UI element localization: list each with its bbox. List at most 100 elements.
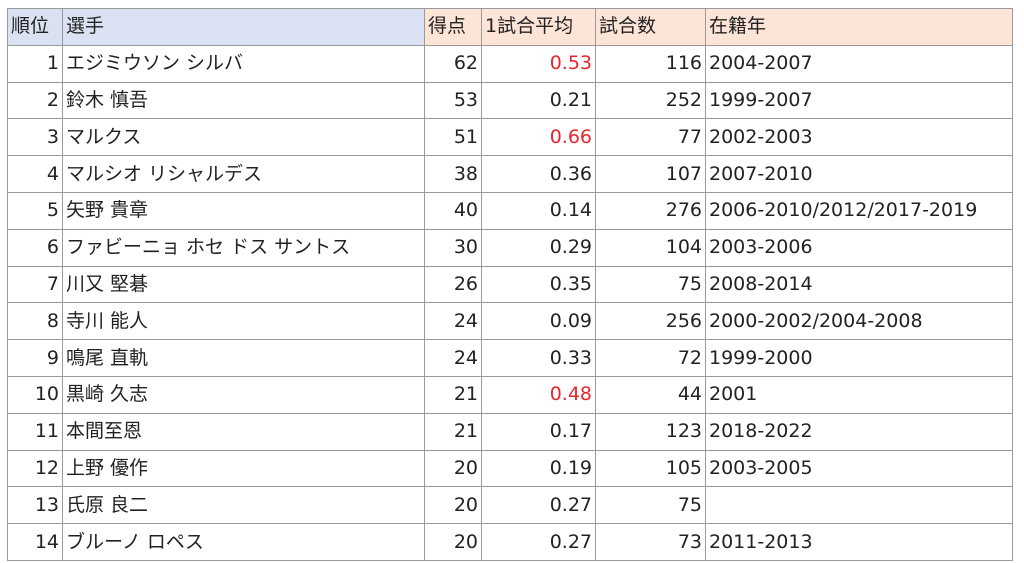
goals-cell[interactable]: 51 (424, 118, 482, 157)
table-row: 11 本間至恩 21 0.17 123 2018-2022 (7, 412, 1013, 451)
years-cell[interactable]: 2006-2010/2012/2017-2019 (705, 191, 1013, 230)
goals-cell[interactable]: 21 (424, 375, 482, 414)
avg-cell[interactable]: 0.14 (481, 191, 596, 230)
avg-cell[interactable]: 0.27 (481, 523, 596, 561)
rank-cell[interactable]: 5 (7, 191, 63, 230)
rank-cell[interactable]: 11 (7, 412, 63, 451)
player-cell[interactable]: 上野 優作 (62, 449, 425, 488)
player-cell[interactable]: 氏原 良二 (62, 486, 425, 525)
header-years[interactable]: 在籍年 (705, 8, 1013, 46)
games-cell[interactable]: 256 (595, 302, 706, 341)
goals-cell[interactable]: 24 (424, 302, 482, 341)
years-cell[interactable]: 2004-2007 (705, 44, 1013, 83)
years-cell[interactable]: 2003-2005 (705, 449, 1013, 488)
avg-cell[interactable]: 0.19 (481, 449, 596, 488)
years-cell[interactable]: 2011-2013 (705, 523, 1013, 561)
goals-cell[interactable]: 62 (424, 44, 482, 83)
table-row: 2 鈴木 慎吾 53 0.21 252 1999-2007 (7, 81, 1013, 120)
games-cell[interactable]: 44 (595, 375, 706, 414)
years-cell[interactable]: 2003-2006 (705, 228, 1013, 267)
player-cell[interactable]: 鈴木 慎吾 (62, 81, 425, 120)
goals-cell[interactable]: 21 (424, 412, 482, 451)
player-cell[interactable]: 黒崎 久志 (62, 375, 425, 414)
games-cell[interactable]: 116 (595, 44, 706, 83)
player-cell[interactable]: 矢野 貴章 (62, 191, 425, 230)
years-cell[interactable]: 1999-2000 (705, 339, 1013, 377)
games-cell[interactable]: 276 (595, 191, 706, 230)
player-cell[interactable]: 川又 堅碁 (62, 265, 425, 304)
rank-cell[interactable]: 1 (7, 44, 63, 83)
header-player[interactable]: 選手 (62, 8, 425, 46)
table-row: 1 エジミウソン シルバ 62 0.53 116 2004-2007 (7, 44, 1013, 83)
avg-cell[interactable]: 0.27 (481, 486, 596, 525)
goals-cell[interactable]: 20 (424, 523, 482, 561)
avg-cell[interactable]: 0.36 (481, 155, 596, 193)
table-row: 7 川又 堅碁 26 0.35 75 2008-2014 (7, 265, 1013, 304)
years-cell[interactable]: 2000-2002/2004-2008 (705, 302, 1013, 341)
goals-cell[interactable]: 26 (424, 265, 482, 304)
table-row: 8 寺川 能人 24 0.09 256 2000-2002/2004-2008 (7, 302, 1013, 341)
header-rank[interactable]: 順位 (7, 8, 63, 46)
years-cell[interactable]: 2018-2022 (705, 412, 1013, 451)
player-cell[interactable]: マルクス (62, 118, 425, 157)
rank-cell[interactable]: 14 (7, 523, 63, 561)
rank-cell[interactable]: 2 (7, 81, 63, 120)
goals-cell[interactable]: 24 (424, 339, 482, 377)
goals-cell[interactable]: 30 (424, 228, 482, 267)
goals-cell[interactable]: 53 (424, 81, 482, 120)
goals-cell[interactable]: 38 (424, 155, 482, 193)
table-row: 9 鳴尾 直軌 24 0.33 72 1999-2000 (7, 339, 1013, 377)
avg-cell[interactable]: 0.53 (481, 44, 596, 83)
table-body: 1 エジミウソン シルバ 62 0.53 116 2004-2007 2 鈴木 … (7, 44, 1013, 561)
header-goals[interactable]: 得点 (424, 8, 482, 46)
years-cell[interactable] (705, 486, 1013, 525)
rank-cell[interactable]: 12 (7, 449, 63, 488)
goals-cell[interactable]: 40 (424, 191, 482, 230)
avg-cell[interactable]: 0.29 (481, 228, 596, 267)
years-cell[interactable]: 2002-2003 (705, 118, 1013, 157)
games-cell[interactable]: 75 (595, 486, 706, 525)
rank-cell[interactable]: 13 (7, 486, 63, 525)
player-cell[interactable]: ファビーニョ ホセ ドス サントス (62, 228, 425, 267)
rank-cell[interactable]: 6 (7, 228, 63, 267)
player-cell[interactable]: 寺川 能人 (62, 302, 425, 341)
player-cell[interactable]: マルシオ リシャルデス (62, 155, 425, 193)
rank-cell[interactable]: 8 (7, 302, 63, 341)
years-cell[interactable]: 2008-2014 (705, 265, 1013, 304)
avg-cell[interactable]: 0.35 (481, 265, 596, 304)
rank-cell[interactable]: 3 (7, 118, 63, 157)
rank-cell[interactable]: 7 (7, 265, 63, 304)
games-cell[interactable]: 77 (595, 118, 706, 157)
games-cell[interactable]: 72 (595, 339, 706, 377)
player-cell[interactable]: エジミウソン シルバ (62, 44, 425, 83)
years-cell[interactable]: 2001 (705, 375, 1013, 414)
avg-cell[interactable]: 0.33 (481, 339, 596, 377)
games-cell[interactable]: 105 (595, 449, 706, 488)
goals-cell[interactable]: 20 (424, 486, 482, 525)
games-cell[interactable]: 75 (595, 265, 706, 304)
years-cell[interactable]: 1999-2007 (705, 81, 1013, 120)
avg-cell[interactable]: 0.66 (481, 118, 596, 157)
scorers-table: 順位 選手 得点 1試合平均 試合数 在籍年 1 エジミウソン シルバ 62 0… (7, 8, 1013, 561)
player-cell[interactable]: 本間至恩 (62, 412, 425, 451)
table-row: 4 マルシオ リシャルデス 38 0.36 107 2007-2010 (7, 155, 1013, 193)
avg-cell[interactable]: 0.17 (481, 412, 596, 451)
player-cell[interactable]: 鳴尾 直軌 (62, 339, 425, 377)
games-cell[interactable]: 104 (595, 228, 706, 267)
rank-cell[interactable]: 4 (7, 155, 63, 193)
games-cell[interactable]: 107 (595, 155, 706, 193)
years-cell[interactable]: 2007-2010 (705, 155, 1013, 193)
rank-cell[interactable]: 10 (7, 375, 63, 414)
avg-cell[interactable]: 0.21 (481, 81, 596, 120)
rank-cell[interactable]: 9 (7, 339, 63, 377)
header-games[interactable]: 試合数 (595, 8, 706, 46)
games-cell[interactable]: 123 (595, 412, 706, 451)
goals-cell[interactable]: 20 (424, 449, 482, 488)
avg-cell[interactable]: 0.09 (481, 302, 596, 341)
games-cell[interactable]: 252 (595, 81, 706, 120)
player-cell[interactable]: ブルーノ ロペス (62, 523, 425, 561)
avg-cell[interactable]: 0.48 (481, 375, 596, 414)
header-avg[interactable]: 1試合平均 (481, 8, 596, 46)
table-row: 6 ファビーニョ ホセ ドス サントス 30 0.29 104 2003-200… (7, 228, 1013, 267)
games-cell[interactable]: 73 (595, 523, 706, 561)
